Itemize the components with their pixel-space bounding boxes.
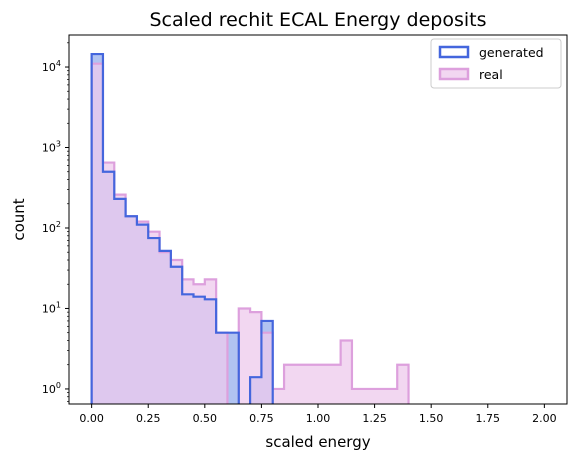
y-tick-label: 102 [42, 220, 61, 235]
bar-real-8 [182, 279, 193, 404]
bar-real-9 [194, 284, 205, 404]
bar-real-25 [375, 389, 386, 404]
x-tick-label: 0.75 [249, 412, 274, 425]
bar-real-0 [92, 64, 103, 404]
bar-real-3 [126, 216, 137, 404]
x-tick-label: 0.25 [136, 412, 161, 425]
bar-real-11 [216, 333, 227, 404]
y-tick-label: 100 [42, 381, 61, 396]
x-axis: 0.00 0.25 0.50 0.75 1.00 1.25 1.50 1.75 2.00 [79, 404, 557, 425]
series-fill-real [91, 63, 409, 404]
bar-real-4 [137, 222, 148, 404]
legend: generated real [430, 38, 562, 89]
series-outline-generated [90, 52, 274, 404]
x-tick-label: 1.50 [419, 412, 444, 425]
bar-real-21 [329, 365, 340, 404]
y-tick-label: 101 [42, 300, 61, 315]
legend-swatch-generated [438, 45, 470, 59]
bar-real-5 [148, 232, 159, 404]
x-tick-label: 1.00 [306, 412, 331, 425]
y-axis-label: count [10, 198, 28, 240]
bar-real-14 [250, 312, 261, 404]
y-tick-label: 104 [42, 59, 61, 74]
bar-real-18 [295, 365, 306, 404]
y-tick-label: 103 [42, 140, 61, 155]
bar-real-23 [352, 389, 363, 404]
bar-real-26 [386, 389, 397, 404]
bar-real-15 [261, 333, 272, 404]
bar-real-24 [363, 389, 374, 404]
bar-real-7 [171, 260, 182, 404]
x-tick-label: 1.75 [476, 412, 501, 425]
bar-real-16 [273, 389, 284, 404]
chart-title: Scaled rechit ECAL Energy deposits [150, 9, 487, 31]
bar-real-27 [397, 365, 408, 404]
legend-swatch-real [438, 67, 470, 81]
legend-label-real: real [479, 67, 503, 82]
legend-label-generated: generated [479, 45, 544, 60]
bar-real-1 [103, 163, 114, 404]
x-axis-label: scaled energy [265, 433, 370, 451]
bar-generated-12 [227, 333, 238, 404]
bar-real-13 [239, 308, 250, 404]
x-tick-label: 1.25 [362, 412, 387, 425]
bar-real-6 [160, 252, 171, 404]
y-axis: 100 101 102 103 104 [42, 42, 69, 402]
x-tick-label: 0.00 [79, 412, 104, 425]
bar-real-20 [318, 365, 329, 404]
series-layer [90, 52, 410, 405]
bar-real-17 [284, 365, 295, 404]
bar-real-10 [205, 279, 216, 404]
bar-real-22 [341, 340, 352, 404]
x-tick-label: 2.00 [532, 412, 557, 425]
bar-real-2 [114, 195, 125, 404]
x-tick-label: 0.50 [193, 412, 218, 425]
bar-real-19 [307, 365, 318, 404]
